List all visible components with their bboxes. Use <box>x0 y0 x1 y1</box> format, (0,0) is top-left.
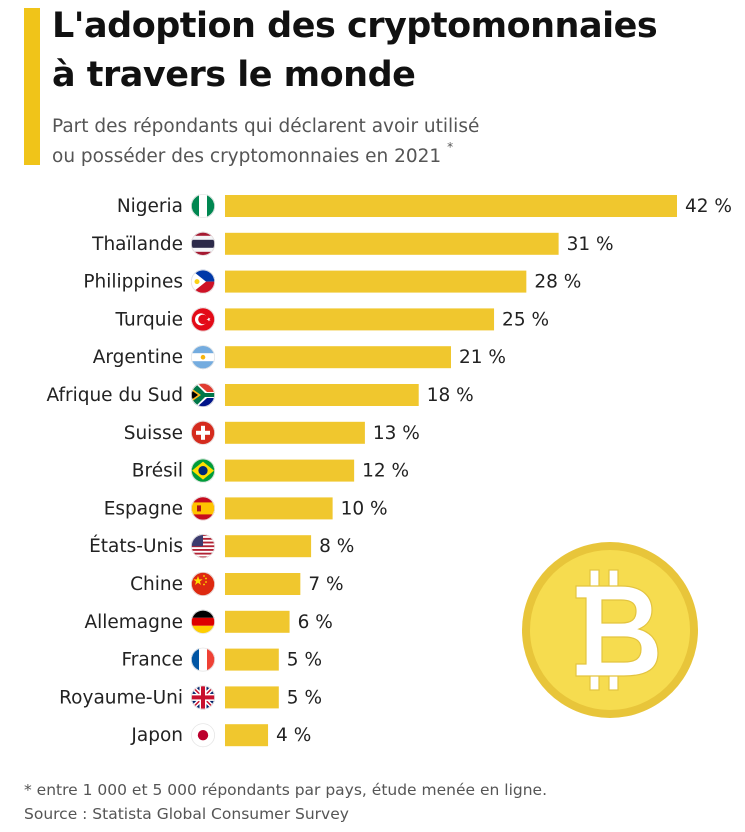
value-label: 5 % <box>287 687 322 708</box>
bar <box>225 384 419 406</box>
category-label: États-Unis <box>89 535 183 557</box>
uk-flag-icon <box>190 685 216 710</box>
value-label: 25 % <box>502 309 549 330</box>
category-label: Chine <box>130 574 183 595</box>
category-label: France <box>121 650 183 671</box>
value-label: 42 % <box>685 196 732 217</box>
chart-subtitle: Part des répondants qui déclarent avoir … <box>52 114 652 169</box>
bar-row: Allemagne 6 % <box>84 609 333 634</box>
bar-row: Brésil 12 % <box>132 458 409 483</box>
category-label: Thaïlande <box>91 234 183 255</box>
bar <box>225 610 290 633</box>
usa-flag-icon <box>190 534 216 559</box>
category-label: Allemagne <box>84 612 183 633</box>
value-label: 12 % <box>362 461 409 482</box>
value-label: 5 % <box>287 650 322 671</box>
bitcoin-coin-icon <box>522 542 698 718</box>
category-label: Brésil <box>132 461 183 482</box>
value-label: 6 % <box>298 612 333 633</box>
value-label: 13 % <box>373 423 420 444</box>
bar <box>225 459 355 482</box>
argentina-flag-icon <box>190 345 216 370</box>
bar-row: Turquie 25 % <box>115 307 549 332</box>
bar-row: Espagne 10 % <box>104 496 388 521</box>
philippines-flag-icon <box>190 269 216 294</box>
bar-chart: Nigeria 42 % Thaïlande 31 % Philippines 28 % T… <box>46 193 732 748</box>
bar-row: Afrique du Sud 18 % <box>46 382 474 408</box>
category-label: Afrique du Sud <box>46 385 183 406</box>
turkey-flag-icon <box>190 307 216 332</box>
bar <box>225 535 312 558</box>
value-label: 31 % <box>567 234 614 255</box>
bar <box>225 195 677 217</box>
bar <box>225 308 495 331</box>
value-label: 18 % <box>427 385 474 406</box>
nigeria-flag-icon <box>190 193 216 219</box>
bar <box>225 346 451 369</box>
accent-bar <box>24 8 40 165</box>
category-label: Japon <box>130 725 183 746</box>
subtitle-text: Part des répondants qui déclarent avoir … <box>52 116 480 168</box>
category-label: Espagne <box>104 498 183 519</box>
brazil-flag-icon <box>190 458 216 483</box>
bar <box>225 724 269 747</box>
bar-row: Japon 4 % <box>130 723 311 748</box>
category-label: Nigeria <box>117 196 183 217</box>
bar <box>225 573 301 595</box>
thailand-flag-icon <box>190 231 216 256</box>
bar-row: Thaïlande 31 % <box>91 231 614 256</box>
bar-row: Chine 7 % <box>130 571 344 597</box>
japan-flag-icon <box>190 723 216 748</box>
germany-flag-icon <box>190 609 216 634</box>
value-label: 10 % <box>341 498 388 519</box>
france-flag-icon <box>190 647 216 672</box>
bar-row: Nigeria 42 % <box>117 193 732 219</box>
category-label: Turquie <box>115 309 184 330</box>
bar-row: États-Unis 8 % <box>89 534 354 559</box>
spain-flag-icon <box>190 496 216 521</box>
subtitle-footnote-mark: * <box>447 140 454 154</box>
bar-row: Suisse 13 % <box>124 420 420 445</box>
bar <box>225 497 333 520</box>
bar-row: Argentine 21 % <box>93 345 506 370</box>
category-label: Suisse <box>124 423 183 444</box>
bar <box>225 686 279 709</box>
chart-title: L'adoption des cryptomonnaies à travers … <box>52 6 658 95</box>
bar-row: Philippines 28 % <box>83 269 581 294</box>
footnote: * entre 1 000 et 5 000 répondants par pa… <box>24 781 548 799</box>
bar <box>225 232 559 255</box>
china-flag-icon <box>190 571 216 597</box>
value-label: 28 % <box>534 272 581 293</box>
category-label: Argentine <box>93 347 183 368</box>
category-label: Royaume-Uni <box>59 687 183 708</box>
bar-row: France 5 % <box>121 647 322 672</box>
value-label: 7 % <box>308 574 343 595</box>
switzerland-flag-icon <box>190 420 216 445</box>
south-africa-flag-icon <box>190 382 216 408</box>
bar-row: Royaume-Uni 5 % <box>59 685 322 710</box>
bar <box>225 421 365 444</box>
value-label: 21 % <box>459 347 506 368</box>
value-label: 4 % <box>276 725 311 746</box>
category-label: Philippines <box>83 272 183 293</box>
bar <box>225 270 527 293</box>
bar <box>225 648 279 671</box>
source-note: Source : Statista Global Consumer Survey <box>24 805 349 823</box>
value-label: 8 % <box>319 536 354 557</box>
